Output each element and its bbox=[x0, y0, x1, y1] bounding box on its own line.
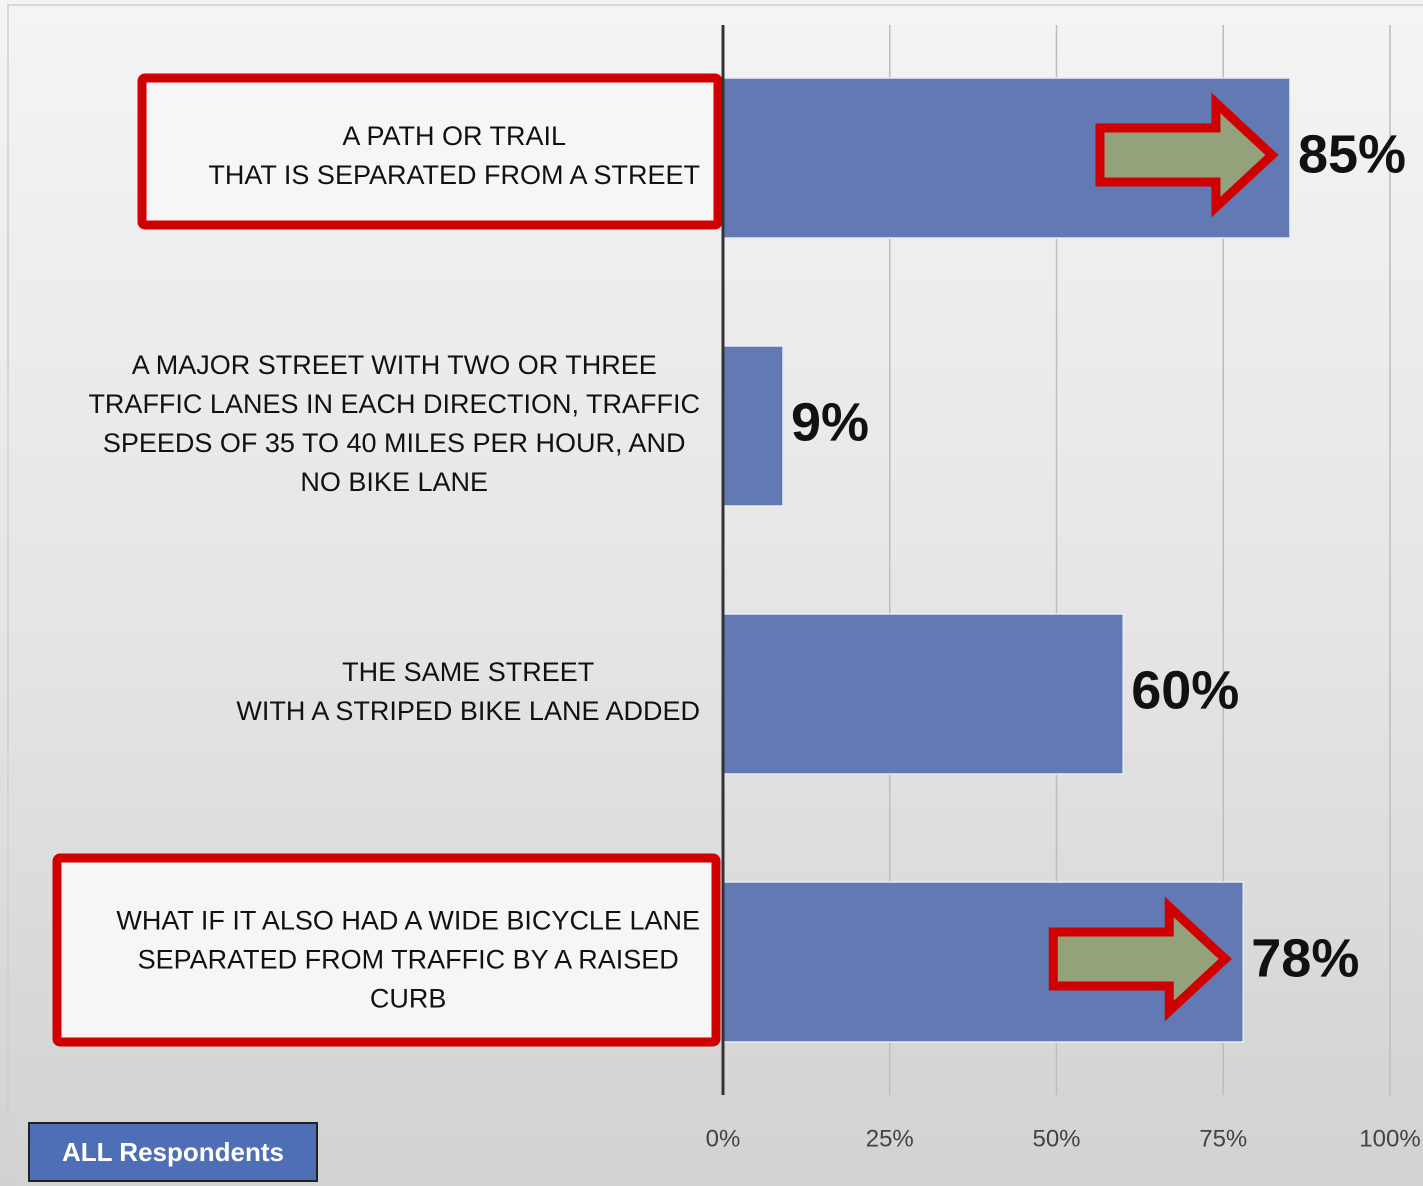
x-tick-label: 75% bbox=[1199, 1125, 1247, 1152]
highlight-box bbox=[137, 73, 723, 230]
respondents-badge: ALL Respondents bbox=[28, 1122, 318, 1182]
category-label: A PATH OR TRAIL THAT IS SEPARATED FROM A… bbox=[208, 121, 700, 190]
bar bbox=[722, 613, 1124, 775]
highlight-box bbox=[52, 853, 721, 1047]
category-label: A MAJOR STREET WITH TWO OR THREE TRAFFIC… bbox=[88, 350, 700, 497]
value-label: 9% bbox=[791, 392, 869, 452]
x-tick-label: 0% bbox=[706, 1125, 741, 1152]
highlight-arrow bbox=[1048, 896, 1232, 1022]
value-label: 85% bbox=[1298, 124, 1406, 184]
category-label: THE SAME STREET WITH A STRIPED BIKE LANE… bbox=[236, 657, 700, 726]
x-tick-label: 25% bbox=[866, 1125, 914, 1152]
category-label: WHAT IF IT ALSO HAD A WIDE BICYCLE LANE … bbox=[116, 905, 700, 1014]
frame bbox=[7, 4, 1423, 1186]
value-label: 60% bbox=[1131, 660, 1239, 720]
value-label: 78% bbox=[1251, 928, 1359, 988]
highlight-arrow bbox=[1095, 92, 1279, 218]
x-tick-label: 100% bbox=[1359, 1125, 1420, 1152]
bar bbox=[722, 345, 784, 507]
x-tick-label: 50% bbox=[1032, 1125, 1080, 1152]
